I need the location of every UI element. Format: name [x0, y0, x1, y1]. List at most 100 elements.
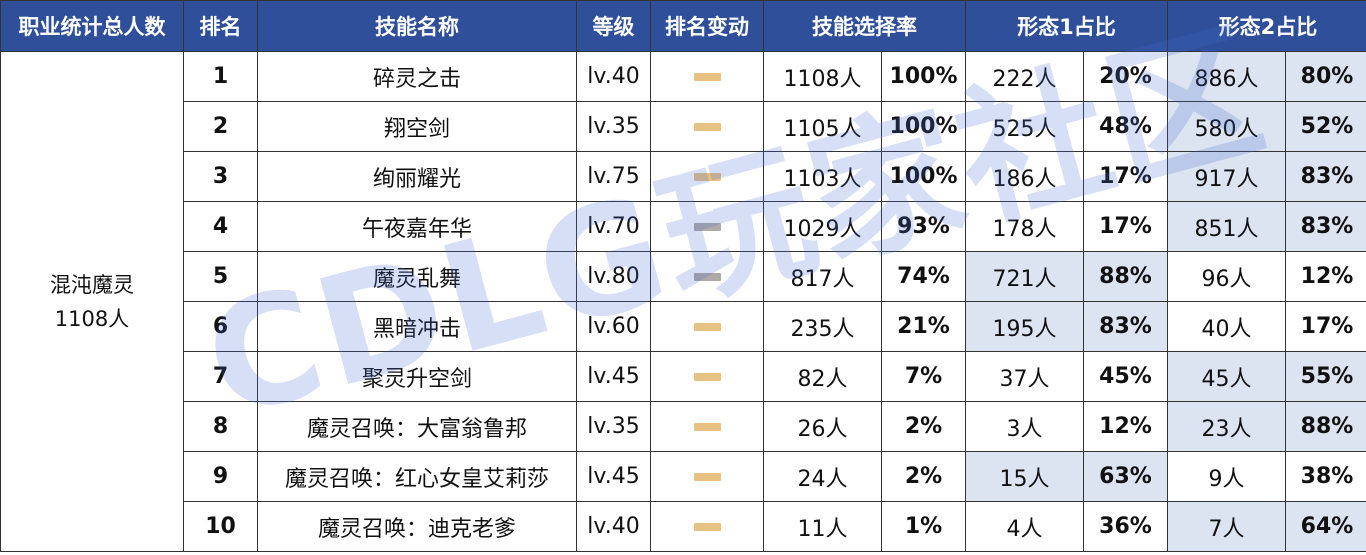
- selection-pct-cell: 100%: [881, 151, 966, 202]
- header-form1-ratio: 形态1占比: [965, 0, 1168, 52]
- rank-unchanged-icon: [693, 273, 721, 281]
- rank-unchanged-icon: [693, 73, 721, 81]
- form2-pct-cell: 17%: [1285, 301, 1366, 352]
- skill-name-cell: 魔灵召唤：红心女皇艾莉莎: [257, 451, 577, 502]
- rank-change-cell: [650, 101, 764, 152]
- form1-pct-cell: 48%: [1083, 101, 1168, 152]
- rank-change-cell: [650, 501, 764, 552]
- selection-pct-cell: 21%: [881, 301, 966, 352]
- form1-count-cell: 222人: [965, 51, 1084, 102]
- form1-pct-cell: 17%: [1083, 151, 1168, 202]
- rank-change-cell: [650, 351, 764, 402]
- form1-count-cell: 195人: [965, 301, 1084, 352]
- skill-name-cell: 绚丽耀光: [257, 151, 577, 202]
- form2-count-cell: 23人: [1167, 401, 1286, 452]
- header-rank-change: 排名变动: [650, 0, 764, 52]
- level-cell: lv.80: [576, 251, 651, 302]
- table-row: 8 魔灵召唤：大富翁鲁邦 lv.35 26人 2% 3人 12% 23人 88%: [1, 401, 1366, 452]
- rank-change-cell: [650, 301, 764, 352]
- rank-cell: 5: [183, 251, 258, 302]
- rank-unchanged-icon: [693, 173, 721, 181]
- form2-count-cell: 851人: [1167, 201, 1286, 252]
- level-cell: lv.45: [576, 451, 651, 502]
- rank-unchanged-icon: [693, 323, 721, 331]
- rank-cell: 7: [183, 351, 258, 402]
- rank-change-cell: [650, 451, 764, 502]
- class-name: 混沌魔灵: [50, 272, 134, 297]
- selection-count-cell: 235人: [763, 301, 882, 352]
- level-cell: lv.35: [576, 101, 651, 152]
- level-cell: lv.75: [576, 151, 651, 202]
- form1-pct-cell: 88%: [1083, 251, 1168, 302]
- form1-count-cell: 721人: [965, 251, 1084, 302]
- form2-pct-cell: 52%: [1285, 101, 1366, 152]
- form2-count-cell: 9人: [1167, 451, 1286, 502]
- selection-pct-cell: 2%: [881, 401, 966, 452]
- table-row: 混沌魔灵 1108人 1 碎灵之击 lv.40 1108人 100% 222人 20% 886人 8…: [0, 51, 1366, 552]
- table-row: 10 魔灵召唤：迪克老爹 lv.40 11人 1% 4人 36% 7人 64%: [1, 501, 1366, 552]
- selection-count-cell: 1105人: [763, 101, 882, 152]
- form2-count-cell: 96人: [1167, 251, 1286, 302]
- form2-count-cell: 580人: [1167, 101, 1286, 152]
- rank-change-cell: [650, 401, 764, 452]
- selection-count-cell: 26人: [763, 401, 882, 452]
- rank-cell: 9: [183, 451, 258, 502]
- rank-unchanged-icon: [693, 523, 721, 531]
- selection-count-cell: 24人: [763, 451, 882, 502]
- level-cell: lv.40: [576, 51, 651, 102]
- selection-count-cell: 82人: [763, 351, 882, 402]
- skill-name-cell: 碎灵之击: [257, 51, 577, 102]
- table-row: 4 午夜嘉年华 lv.70 1029人 93% 178人 17% 851人 83%: [1, 201, 1366, 252]
- skill-name-cell: 黑暗冲击: [257, 301, 577, 352]
- rank-unchanged-icon: [693, 423, 721, 431]
- form2-count-cell: 45人: [1167, 351, 1286, 402]
- form2-count-cell: 7人: [1167, 501, 1286, 552]
- form1-count-cell: 15人: [965, 451, 1084, 502]
- form2-pct-cell: 80%: [1285, 51, 1366, 102]
- rank-cell: 1: [183, 51, 258, 102]
- form1-count-cell: 525人: [965, 101, 1084, 152]
- rank-unchanged-icon: [693, 123, 721, 131]
- form1-count-cell: 186人: [965, 151, 1084, 202]
- selection-pct-cell: 1%: [881, 501, 966, 552]
- form1-count-cell: 178人: [965, 201, 1084, 252]
- rank-change-cell: [650, 251, 764, 302]
- selection-count-cell: 817人: [763, 251, 882, 302]
- rank-unchanged-icon: [693, 473, 721, 481]
- form1-pct-cell: 63%: [1083, 451, 1168, 502]
- header-class-total: 职业统计总人数: [0, 0, 184, 52]
- rank-change-cell: [650, 201, 764, 252]
- skill-name-cell: 魔灵召唤：迪克老爹: [257, 501, 577, 552]
- form2-pct-cell: 83%: [1285, 151, 1366, 202]
- rank-cell: 6: [183, 301, 258, 352]
- table-row: 6 黑暗冲击 lv.60 235人 21% 195人 83% 40人 17%: [1, 301, 1366, 352]
- skill-name-cell: 聚灵升空剑: [257, 351, 577, 402]
- form1-count-cell: 37人: [965, 351, 1084, 402]
- header-row: 职业统计总人数 排名 技能名称 等级 排名变动 技能选择率 形态1占比 形态2占…: [0, 0, 1366, 52]
- form1-pct-cell: 36%: [1083, 501, 1168, 552]
- selection-pct-cell: 100%: [881, 101, 966, 152]
- table-row: 3 绚丽耀光 lv.75 1103人 100% 186人 17% 917人 83%: [1, 151, 1366, 202]
- table-row: 5 魔灵乱舞 lv.80 817人 74% 721人 88% 96人 12%: [1, 251, 1366, 302]
- form2-pct-cell: 12%: [1285, 251, 1366, 302]
- rank-cell: 4: [183, 201, 258, 252]
- form2-count-cell: 917人: [1167, 151, 1286, 202]
- selection-count-cell: 1029人: [763, 201, 882, 252]
- rank-unchanged-icon: [693, 223, 721, 231]
- selection-count-cell: 1103人: [763, 151, 882, 202]
- selection-pct-cell: 2%: [881, 451, 966, 502]
- rank-cell: 10: [183, 501, 258, 552]
- level-cell: lv.60: [576, 301, 651, 352]
- form2-pct-cell: 83%: [1285, 201, 1366, 252]
- selection-pct-cell: 74%: [881, 251, 966, 302]
- form1-pct-cell: 45%: [1083, 351, 1168, 402]
- header-level: 等级: [576, 0, 651, 52]
- rank-cell: 8: [183, 401, 258, 452]
- form1-pct-cell: 83%: [1083, 301, 1168, 352]
- table-row: 7 聚灵升空剑 lv.45 82人 7% 37人 45% 45人 55%: [1, 351, 1366, 402]
- form1-pct-cell: 12%: [1083, 401, 1168, 452]
- form2-pct-cell: 64%: [1285, 501, 1366, 552]
- rank-change-cell: [650, 51, 764, 102]
- table-row: 2 翔空剑 lv.35 1105人 100% 525人 48% 580人 52%: [1, 101, 1366, 152]
